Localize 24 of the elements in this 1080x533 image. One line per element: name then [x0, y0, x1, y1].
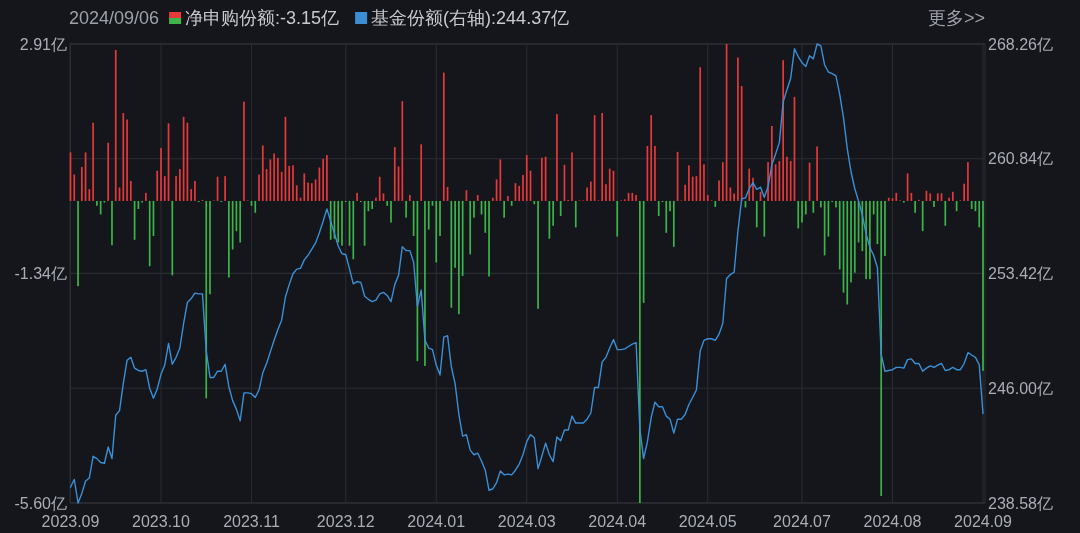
y-tick-label: -1.34亿 [14, 264, 67, 282]
y2-tick-label: 253.42亿 [988, 265, 1053, 282]
x-tick-label: 2024.03 [497, 512, 556, 530]
x-tick-label: 2024.04 [588, 512, 647, 530]
y-tick-label: 2.91亿 [19, 35, 67, 53]
legend-label: 净申购份额:-3.15亿 [185, 8, 340, 28]
x-tick-label: 2024.09 [954, 512, 1013, 530]
x-tick-label: 2023.09 [41, 512, 100, 530]
x-tick-label: 2023.11 [223, 512, 280, 530]
x-tick-label: 2024.01 [407, 512, 466, 530]
x-tick-label: 2023.12 [316, 512, 375, 530]
x-tick-label: 2024.05 [678, 512, 737, 530]
legend-title: 2024/09/06 [69, 8, 160, 28]
line-series [69, 43, 984, 504]
y2-tick-label: 238.58亿 [988, 494, 1053, 512]
y2-tick-label: 268.26亿 [988, 35, 1053, 53]
y-tick-label: -5.60亿 [14, 494, 67, 512]
text: 更多>> [927, 8, 985, 28]
legend-label: 基金份额(右轴):244.37亿 [371, 8, 570, 28]
x-tick-label: 2024.08 [863, 512, 922, 530]
y2-tick-label: 260.84亿 [988, 150, 1053, 168]
x-tick-label: 2024.07 [773, 512, 832, 530]
x-tick-label: 2023.10 [132, 512, 191, 530]
y2-tick-label: 246.00亿 [988, 379, 1053, 397]
